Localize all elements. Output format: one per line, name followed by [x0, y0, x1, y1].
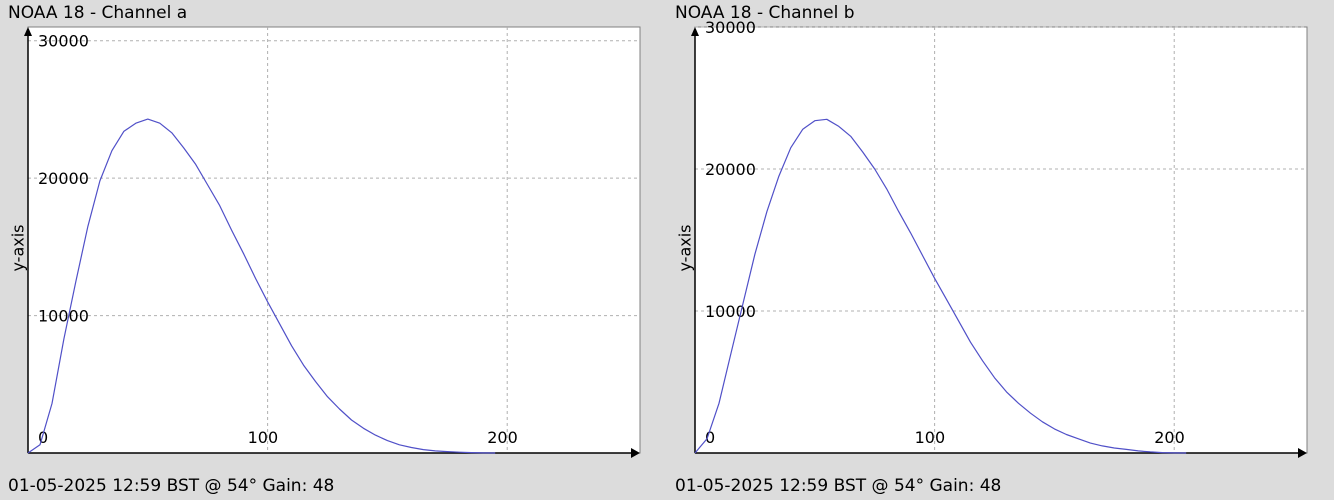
plot-area-a	[27, 26, 641, 454]
y-tick-label: 30000	[38, 32, 89, 51]
status-footer-a: 01-05-2025 12:59 BST @ 54° Gain: 48	[8, 476, 335, 496]
x-tick-label: 0	[38, 428, 48, 447]
series-line-b-0	[694, 118, 1187, 454]
y-axis-label-b: y-axis	[675, 224, 695, 272]
y-tick-label: 30000	[705, 18, 756, 37]
chart-panel-a: NOAA 18 - Channel a 0 100 200 10000 20000 300…	[8, 3, 641, 496]
status-footer-b: 01-05-2025 12:59 BST @ 54° Gain: 48	[675, 476, 1002, 496]
chart-title-b: NOAA 18 - Channel b	[675, 3, 855, 23]
y-tick-label: 20000	[38, 169, 89, 188]
y-tick-label: 10000	[38, 307, 89, 326]
chart-panel-b: NOAA 18 - Channel b 0 100 200 10000 20000 300…	[667, 0, 1334, 500]
plot-area-b	[694, 26, 1308, 454]
chart-b: 0 100 200 10000 20000 30000	[691, 18, 1308, 458]
chart-a: 0 100 200 10000 20000 30000	[24, 26, 641, 458]
y-tick-label: 20000	[705, 160, 756, 179]
x-tick-label: 200	[487, 428, 518, 447]
x-tick-label: 100	[248, 428, 279, 447]
y-axis-arrow	[24, 27, 32, 36]
chart-title-a: NOAA 18 - Channel a	[8, 3, 188, 23]
x-axis-arrow	[631, 448, 640, 458]
series-line-a-0	[27, 118, 496, 454]
x-tick-label: 0	[705, 428, 715, 447]
x-tick-label: 100	[915, 428, 946, 447]
y-axis-label-a: y-axis	[8, 224, 28, 272]
x-axis-arrow	[1298, 448, 1307, 458]
y-tick-label: 10000	[705, 302, 756, 321]
x-tick-label: 200	[1154, 428, 1185, 447]
y-axis-arrow	[691, 27, 699, 36]
